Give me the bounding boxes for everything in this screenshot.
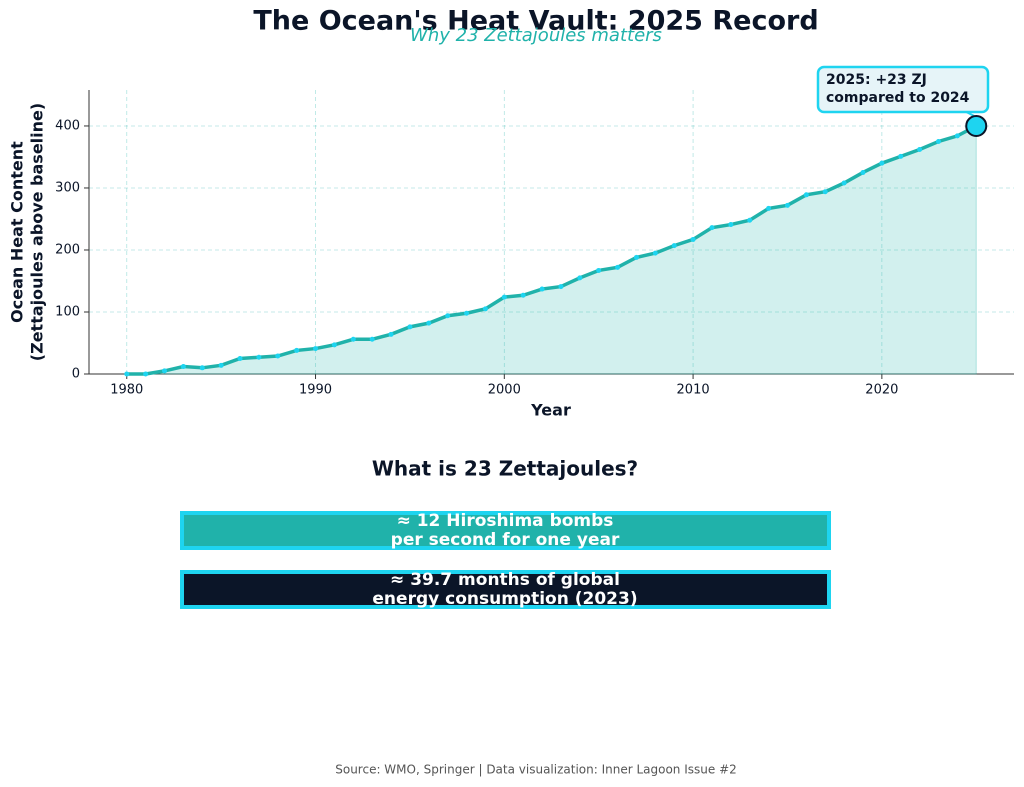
y-tick-label: 300 [55, 180, 80, 195]
point [822, 189, 828, 195]
point [407, 324, 413, 330]
point [445, 313, 451, 319]
y-axis-label: Ocean Heat Content [8, 141, 27, 323]
chart-title: The Ocean's Heat Vault: 2025 Record [253, 6, 818, 37]
point [350, 336, 356, 342]
point [464, 310, 470, 316]
y-tick-label: 100 [55, 304, 80, 319]
comparison-text: energy consumption (2023) [372, 589, 637, 609]
point [577, 275, 583, 281]
point [633, 254, 639, 260]
point [294, 347, 300, 353]
x-tick-label: 1980 [110, 383, 143, 398]
x-tick-label: 2000 [488, 383, 521, 398]
point [256, 354, 262, 360]
point [671, 243, 677, 249]
point [275, 353, 281, 359]
source-note: Source: WMO, Springer | Data visualizati… [335, 763, 737, 777]
annotation-text: 2025: +23 ZJ [826, 72, 927, 88]
comparison-box [180, 570, 831, 609]
y-tick-label: 0 [72, 367, 80, 382]
point [728, 222, 734, 228]
section-title: What is 23 Zettajoules? [372, 457, 638, 481]
point [369, 336, 375, 342]
point [879, 160, 885, 166]
point [652, 250, 658, 256]
x-tick-label: 1990 [299, 383, 332, 398]
point [558, 284, 564, 290]
point [709, 225, 715, 231]
point [615, 264, 621, 270]
comparison-text: per second for one year [391, 530, 620, 550]
point [841, 180, 847, 186]
y-tick-label: 200 [55, 242, 80, 257]
point [860, 169, 866, 175]
point [917, 147, 923, 153]
point [803, 192, 809, 198]
point [388, 331, 394, 337]
point [784, 202, 790, 208]
point [162, 368, 168, 374]
point [690, 236, 696, 242]
point [501, 294, 507, 300]
point [143, 371, 149, 377]
y-axis-label: (Zettajoules above baseline) [28, 103, 47, 361]
point [539, 286, 545, 292]
point [596, 267, 602, 273]
point [199, 365, 205, 371]
comparison-box [180, 511, 831, 550]
point [313, 346, 319, 352]
point [935, 138, 941, 144]
line [126, 124, 978, 376]
point [898, 153, 904, 159]
point [747, 217, 753, 223]
chart-subtitle: Why 23 Zettajoules matters [410, 25, 662, 46]
point [331, 342, 337, 348]
annotation-box [816, 65, 990, 114]
point [426, 320, 432, 326]
point [124, 371, 130, 377]
x-tick-label: 2020 [865, 383, 898, 398]
highlight-point [965, 114, 988, 137]
x-tick-label: 2010 [677, 383, 710, 398]
comparison-text: ≈ 12 Hiroshima bombs [397, 511, 614, 531]
point [520, 292, 526, 298]
comparison-text: ≈ 39.7 months of global [390, 570, 620, 590]
point [766, 205, 772, 211]
annotation-text: compared to 2024 [826, 90, 970, 106]
point [482, 306, 488, 312]
x-axis-label: Year [530, 401, 571, 420]
point [954, 133, 960, 139]
y-tick-label: 400 [55, 118, 80, 133]
point [237, 355, 243, 361]
point [218, 362, 224, 368]
point [180, 364, 186, 370]
